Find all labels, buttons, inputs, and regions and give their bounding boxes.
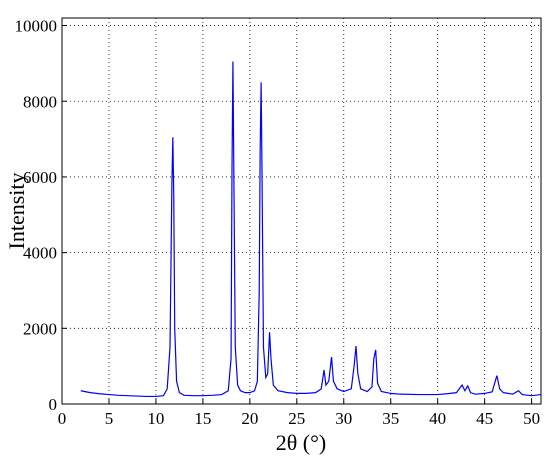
y-tick-label: 2000 — [23, 319, 57, 338]
x-tick-label: 25 — [288, 409, 305, 428]
y-tick-label: 6000 — [23, 168, 57, 187]
x-tick-label: 0 — [58, 409, 67, 428]
x-tick-label: 50 — [523, 409, 540, 428]
x-tick-label: 35 — [382, 409, 399, 428]
y-axis-label: Intensity — [4, 173, 29, 250]
y-tick-label: 8000 — [23, 92, 57, 111]
x-tick-label: 10 — [147, 409, 164, 428]
data-line — [80, 61, 542, 398]
x-tick-label: 45 — [476, 409, 493, 428]
x-tick-label: 40 — [429, 409, 446, 428]
y-tick-label: 0 — [49, 395, 58, 414]
x-tick-label: 15 — [194, 409, 211, 428]
x-tick-label: 5 — [105, 409, 114, 428]
y-tick-label: 4000 — [23, 244, 57, 263]
plot-frame — [61, 17, 542, 405]
y-tick-label: 10000 — [15, 17, 58, 36]
x-tick-label: 30 — [335, 409, 352, 428]
x-tick-label: 20 — [241, 409, 258, 428]
x-axis-label: 2θ (°) — [276, 430, 327, 455]
